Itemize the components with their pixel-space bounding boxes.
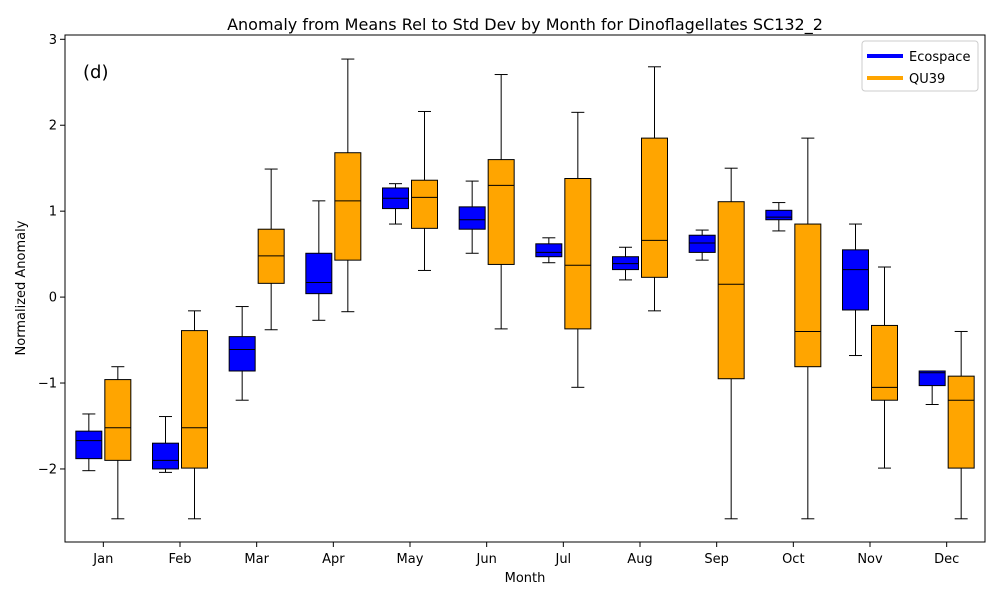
box-ecospace-sep [688, 229, 716, 261]
x-tick-label: May [397, 552, 424, 567]
box-iqr [871, 324, 898, 401]
box-ecospace-mar [228, 306, 256, 401]
box-ecospace-jan [75, 413, 103, 472]
legend-label-qu39: QU39 [909, 72, 945, 87]
y-axis-label: Normalized Anomaly [14, 220, 29, 355]
box-iqr [458, 206, 486, 230]
box-qu39-apr [334, 58, 362, 313]
x-tick-label: Mar [244, 552, 269, 567]
box-qu39-jun [487, 74, 515, 330]
series-ecospace [75, 180, 946, 473]
box-iqr [918, 370, 946, 387]
x-tick-label: Jan [92, 552, 113, 567]
box-iqr [765, 209, 793, 221]
box-qu39-may [411, 110, 438, 271]
box-iqr [228, 336, 256, 372]
x-tick-label: Aug [627, 552, 652, 567]
x-tick-label: Nov [857, 552, 883, 567]
x-tick-label: Sep [704, 552, 729, 567]
box-iqr [75, 430, 103, 460]
box-iqr [487, 159, 515, 265]
x-tick-label: Oct [782, 552, 804, 567]
x-axis: Jan Feb Mar Apr May Jun Jul Aug Sep Oct Nov Dec [92, 542, 959, 567]
box-ecospace-dec [918, 370, 946, 406]
plot-content [75, 58, 975, 520]
box-iqr [535, 243, 563, 258]
y-tick-label: 3 [49, 33, 57, 48]
box-qu39-mar [257, 168, 285, 331]
box-iqr [152, 442, 179, 470]
box-ecospace-aug [612, 246, 639, 281]
box-iqr [104, 379, 132, 461]
box-qu39-aug [641, 66, 668, 312]
box-iqr [717, 201, 745, 380]
x-tick-label: Feb [168, 552, 191, 567]
box-iqr [564, 178, 592, 330]
box-iqr [688, 234, 716, 253]
box-iqr [181, 330, 208, 469]
box-ecospace-nov [842, 223, 869, 357]
y-tick-label: 0 [49, 291, 57, 306]
box-iqr [334, 152, 362, 261]
box-qu39-feb [181, 310, 208, 520]
y-tick-label: 2 [49, 119, 57, 134]
y-tick-label: −1 [38, 377, 57, 392]
x-tick-label: Apr [322, 552, 345, 567]
x-tick-label: Dec [934, 552, 959, 567]
box-qu39-dec [947, 330, 975, 520]
y-axis: 3 2 1 0 −1 −2 [38, 33, 65, 477]
plot-frame [64, 34, 986, 543]
legend: Ecospace QU39 [861, 40, 979, 92]
box-ecospace-apr [305, 200, 333, 321]
x-tick-label: Jul [554, 552, 571, 567]
box-iqr [947, 375, 975, 469]
box-iqr [641, 137, 668, 278]
box-ecospace-oct [765, 202, 793, 232]
series-qu39 [104, 58, 975, 520]
chart-title: Anomaly from Means Rel to Std Dev by Mon… [227, 15, 823, 35]
y-tick-label: −2 [38, 462, 57, 477]
box-iqr [305, 252, 333, 295]
box-qu39-nov [871, 266, 898, 469]
x-tick-label: Jun [476, 552, 497, 567]
box-ecospace-jul [535, 237, 563, 264]
legend-label-ecospace: Ecospace [909, 50, 970, 65]
box-iqr [842, 249, 869, 311]
box-qu39-jul [564, 111, 592, 388]
box-iqr [794, 223, 822, 368]
box-qu39-sep [717, 167, 745, 520]
box-ecospace-may [382, 183, 409, 225]
x-axis-label: Month [505, 571, 546, 586]
y-tick-label: 1 [49, 205, 57, 220]
box-iqr [411, 179, 438, 229]
panel-label: (d) [83, 62, 108, 83]
box-qu39-jan [104, 366, 132, 520]
box-ecospace-feb [152, 416, 179, 473]
box-ecospace-jun [458, 180, 486, 254]
box-qu39-oct [794, 137, 822, 520]
